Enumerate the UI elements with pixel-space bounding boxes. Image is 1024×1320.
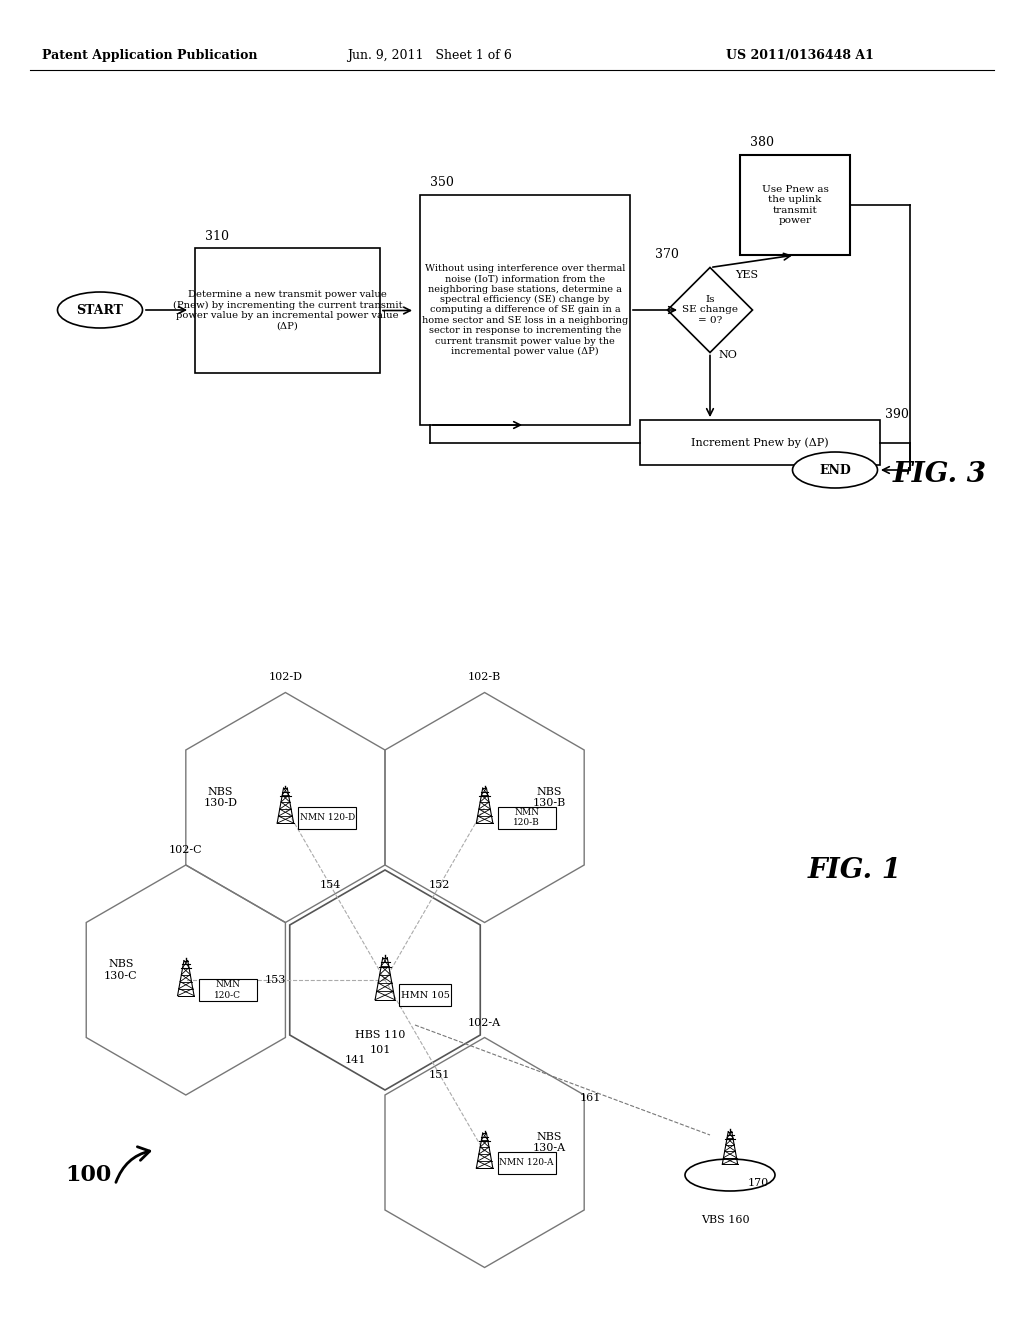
Text: 310: 310 xyxy=(205,230,229,243)
FancyBboxPatch shape xyxy=(420,195,630,425)
Text: 170: 170 xyxy=(748,1177,769,1188)
FancyBboxPatch shape xyxy=(399,983,451,1006)
Text: 102-C: 102-C xyxy=(169,845,203,855)
Text: 153: 153 xyxy=(265,975,286,985)
Text: NBS
130-C: NBS 130-C xyxy=(104,960,137,981)
Text: 151: 151 xyxy=(429,1071,451,1080)
Ellipse shape xyxy=(57,292,142,327)
Text: Is
SE change
= 0?: Is SE change = 0? xyxy=(682,296,738,325)
FancyBboxPatch shape xyxy=(298,807,356,829)
FancyBboxPatch shape xyxy=(498,807,556,829)
Text: NBS
130-B: NBS 130-B xyxy=(532,787,566,808)
FancyBboxPatch shape xyxy=(199,979,257,1001)
Text: NO: NO xyxy=(718,350,737,360)
Text: YES: YES xyxy=(735,271,758,280)
FancyBboxPatch shape xyxy=(740,154,850,255)
Text: 390: 390 xyxy=(885,408,909,421)
Text: FIG. 3: FIG. 3 xyxy=(893,462,987,488)
Text: HMN 105: HMN 105 xyxy=(400,990,450,999)
Text: END: END xyxy=(819,463,851,477)
Text: NMN
120-C: NMN 120-C xyxy=(214,981,242,999)
Text: 380: 380 xyxy=(750,136,774,149)
Text: NBS
130-D: NBS 130-D xyxy=(204,787,238,808)
FancyBboxPatch shape xyxy=(498,1151,556,1173)
Text: VBS 160: VBS 160 xyxy=(700,1214,750,1225)
Text: Without using interference over thermal
noise (IoT) information from the
neighbo: Without using interference over thermal … xyxy=(422,264,628,356)
Text: 141: 141 xyxy=(344,1055,366,1065)
Ellipse shape xyxy=(793,451,878,488)
Text: 350: 350 xyxy=(430,177,454,190)
Text: HBS 110: HBS 110 xyxy=(354,1030,406,1040)
Text: Determine a new transmit power value
(Pnew) by incrementing the current transmit: Determine a new transmit power value (Pn… xyxy=(173,290,402,331)
FancyBboxPatch shape xyxy=(640,420,880,465)
Text: 101: 101 xyxy=(370,1045,391,1055)
Text: US 2011/0136448 A1: US 2011/0136448 A1 xyxy=(726,49,873,62)
Text: 102-D: 102-D xyxy=(268,672,302,682)
Text: NMN 120-A: NMN 120-A xyxy=(500,1158,554,1167)
Text: NMN
120-B: NMN 120-B xyxy=(513,808,540,828)
Text: 102-A: 102-A xyxy=(468,1018,501,1027)
FancyBboxPatch shape xyxy=(195,248,380,374)
Text: Jun. 9, 2011   Sheet 1 of 6: Jun. 9, 2011 Sheet 1 of 6 xyxy=(347,49,512,62)
Text: FIG. 1: FIG. 1 xyxy=(808,857,902,883)
Text: 370: 370 xyxy=(655,248,679,261)
Text: START: START xyxy=(77,304,124,317)
Text: Use Pnew as
the uplink
transmit
power: Use Pnew as the uplink transmit power xyxy=(762,185,828,226)
Text: 161: 161 xyxy=(580,1093,601,1104)
Text: 152: 152 xyxy=(429,880,451,890)
Polygon shape xyxy=(668,268,753,352)
FancyArrowPatch shape xyxy=(116,1147,150,1183)
Text: 154: 154 xyxy=(319,880,341,890)
Text: 100: 100 xyxy=(65,1164,112,1185)
Text: NMN 120-D: NMN 120-D xyxy=(300,813,355,822)
Text: 102-B: 102-B xyxy=(468,672,501,682)
Text: Patent Application Publication: Patent Application Publication xyxy=(42,49,258,62)
Text: Increment Pnew by (ΔP): Increment Pnew by (ΔP) xyxy=(691,437,828,447)
Text: NBS
130-A: NBS 130-A xyxy=(534,1131,566,1154)
